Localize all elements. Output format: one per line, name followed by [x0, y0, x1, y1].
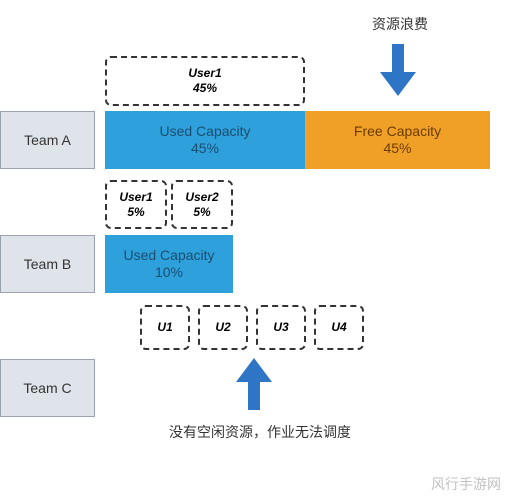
team-b-user1-value: 5% — [127, 205, 144, 220]
team-a-free-value: 45% — [383, 140, 411, 158]
team-a-user1-box: User1 45% — [105, 56, 305, 106]
team-c-u1-label: U1 — [157, 320, 172, 335]
team-b-user2-name: User2 — [185, 190, 218, 205]
team-c-label: Team C — [0, 359, 95, 417]
arrow-down-icon — [380, 44, 416, 96]
annotation-no-idle-resources: 没有空闲资源，作业无法调度 — [120, 422, 400, 442]
watermark-text: 风行手游网 — [431, 474, 501, 494]
team-a-label: Team A — [0, 111, 95, 169]
team-a-free-label: Free Capacity — [354, 123, 441, 141]
annotation-resource-waste: 资源浪费 — [340, 14, 460, 34]
team-c-queue-u3: U3 — [256, 305, 306, 350]
team-b-used-capacity: Used Capacity 10% — [105, 235, 233, 293]
team-b-used-value: 10% — [155, 264, 183, 282]
team-b-used-label: Used Capacity — [123, 247, 214, 265]
team-b-user1-name: User1 — [119, 190, 152, 205]
team-a-used-value: 45% — [191, 140, 219, 158]
team-c-u2-label: U2 — [215, 320, 230, 335]
team-a-used-capacity: Used Capacity 45% — [105, 111, 305, 169]
arrow-up-icon — [236, 358, 272, 410]
team-b-user2-value: 5% — [193, 205, 210, 220]
team-c-queue-u4: U4 — [314, 305, 364, 350]
team-b-user2-box: User2 5% — [171, 180, 233, 229]
team-a-user1-name: User1 — [188, 66, 221, 81]
team-a-used-label: Used Capacity — [159, 123, 250, 141]
team-a-user1-value: 45% — [193, 81, 217, 96]
team-c-u4-label: U4 — [331, 320, 346, 335]
team-a-free-capacity: Free Capacity 45% — [305, 111, 490, 169]
team-c-queue-u2: U2 — [198, 305, 248, 350]
team-b-user1-box: User1 5% — [105, 180, 167, 229]
team-c-queue-u1: U1 — [140, 305, 190, 350]
team-b-label: Team B — [0, 235, 95, 293]
team-c-u3-label: U3 — [273, 320, 288, 335]
diagram-canvas: 资源浪费 Team A User1 45% Used Capacity 45% … — [0, 0, 507, 500]
